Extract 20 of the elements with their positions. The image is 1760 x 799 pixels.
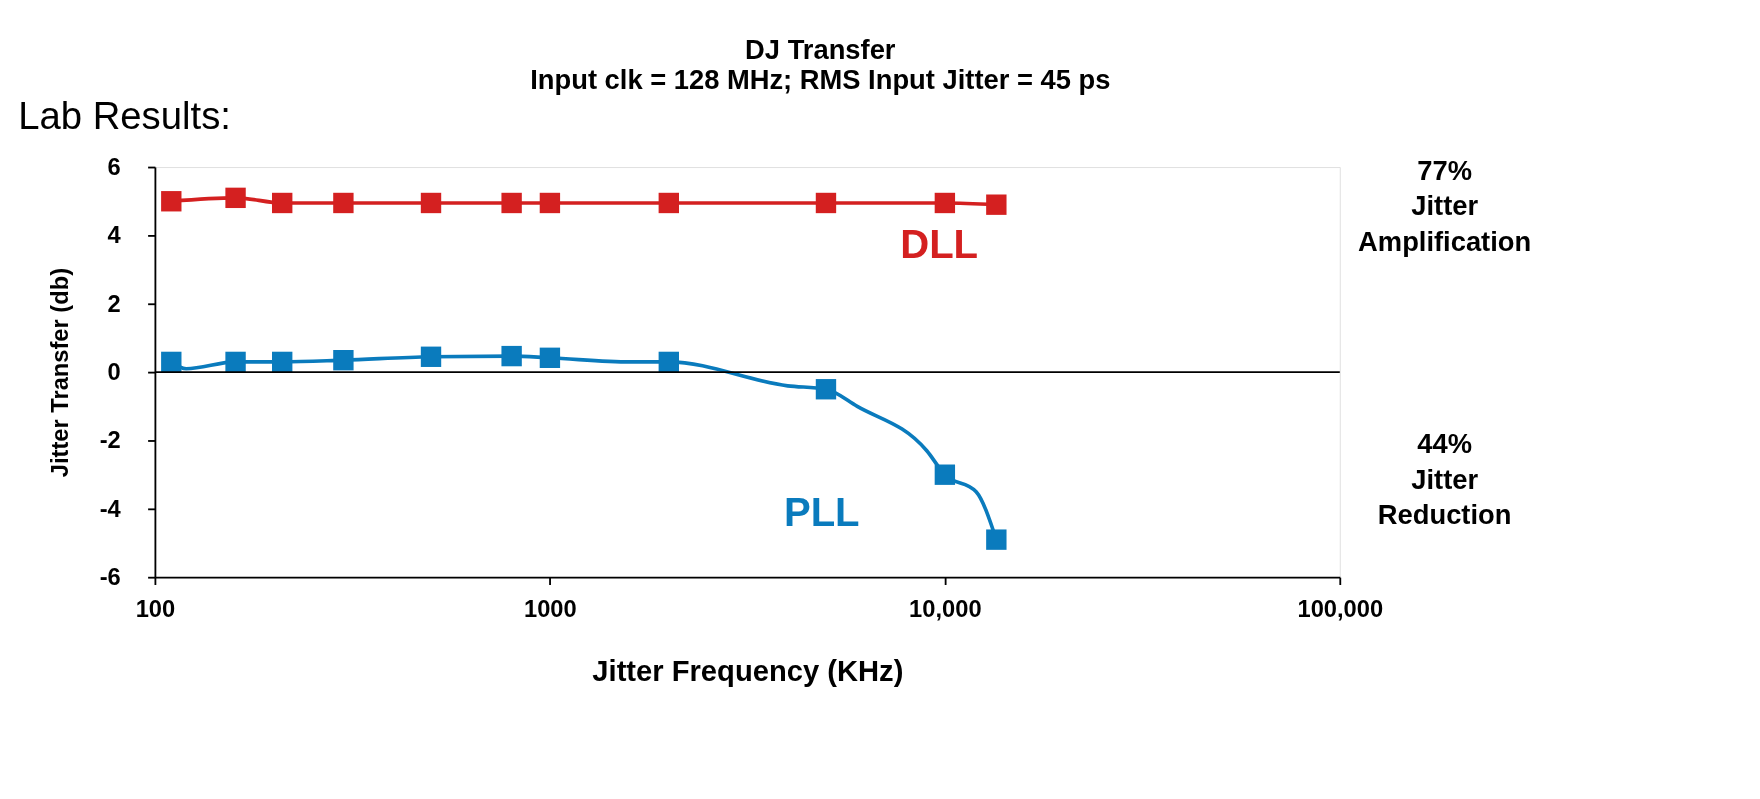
chart-subtitle: Input clk = 128 MHz; RMS Input Jitter = 45 ps bbox=[530, 63, 1111, 95]
x-axis-title: Jitter Frequency (KHz) bbox=[592, 654, 904, 687]
y-axis-title: Jitter Transfer (db) bbox=[46, 267, 73, 478]
x-tick-label: 100,000 bbox=[1297, 595, 1384, 622]
y-tick-label: 2 bbox=[107, 290, 121, 317]
y-tick-label: -6 bbox=[99, 563, 121, 590]
x-tick-label: 10,000 bbox=[909, 595, 982, 622]
chart-title: DJ Transfer bbox=[745, 33, 896, 65]
y-tick-label: 6 bbox=[107, 153, 121, 180]
text: 77% Jitter Amplification bbox=[1358, 154, 1532, 257]
y-tick-label: -2 bbox=[99, 427, 121, 454]
y-tick-label: 4 bbox=[107, 222, 122, 249]
y-tick-label: -4 bbox=[99, 495, 122, 522]
x-tick-label: 1000 bbox=[524, 595, 577, 622]
x-tick-label: 100 bbox=[135, 595, 176, 622]
text: Lab Results: bbox=[18, 93, 231, 137]
series-label: DLL bbox=[900, 221, 979, 266]
text: 44% Jitter Reduction bbox=[1377, 428, 1512, 531]
series-label: PLL bbox=[783, 489, 860, 534]
y-tick-label: 0 bbox=[107, 358, 121, 385]
